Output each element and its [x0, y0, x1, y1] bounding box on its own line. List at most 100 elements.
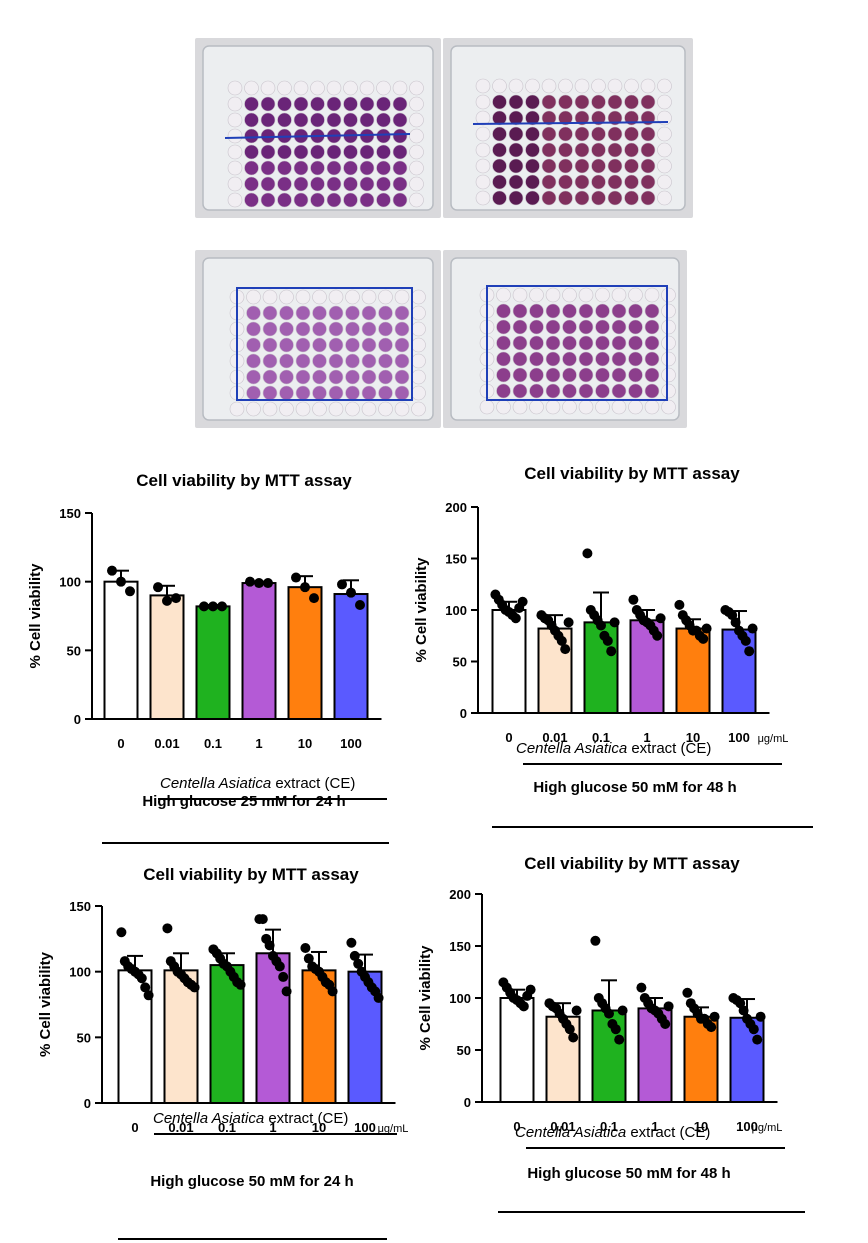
- data-point: [744, 646, 755, 657]
- condition-label: High glucose 50 mM for 48 h: [533, 779, 736, 796]
- data-point: [602, 635, 613, 646]
- unit-label: μg/mL: [378, 1123, 409, 1135]
- data-point: [556, 635, 567, 646]
- data-point: [300, 943, 311, 954]
- data-point: [116, 927, 127, 938]
- x-tick-label: 100: [728, 730, 750, 745]
- y-tick-label: 100: [69, 965, 91, 980]
- data-point: [698, 633, 709, 644]
- data-point: [245, 576, 255, 587]
- marker-box: [486, 285, 668, 401]
- data-point: [660, 1019, 671, 1029]
- chart-25mm-24h: Cell viability by MTT assay % Cell viabil…: [0, 460, 434, 844]
- chart-50mm-24h: Cell viability by MTT assay % Cell viabil…: [0, 855, 434, 1240]
- marker-line: [472, 121, 669, 125]
- data-point: [263, 578, 273, 589]
- marker-line: [224, 133, 411, 139]
- x-tick-label: 0.01: [542, 730, 567, 745]
- data-point: [264, 940, 275, 951]
- data-point: [153, 582, 163, 593]
- condition-label: High glucose 50 mM for 48 h: [527, 1165, 730, 1182]
- y-axis-label: % Cell viability: [37, 951, 54, 1057]
- data-point: [571, 1005, 582, 1016]
- extract-label: Centella Asiatica extract (CE): [160, 775, 355, 792]
- extract-label: Centella Asiatica extract (CE): [515, 1124, 710, 1141]
- chart-title: Cell viability by MTT assay: [136, 471, 352, 490]
- data-point: [518, 1001, 529, 1012]
- data-point: [217, 601, 227, 612]
- y-tick-label: 50: [67, 643, 81, 658]
- bar-0.1: [195, 605, 231, 721]
- x-tick-label: 1: [643, 730, 650, 745]
- y-tick-label: 200: [449, 887, 471, 902]
- unit-label: μg/mL: [752, 1122, 783, 1134]
- data-point: [617, 1005, 628, 1016]
- data-point: [373, 992, 384, 1003]
- data-point: [281, 986, 292, 997]
- x-tick-label: 0.01: [154, 736, 179, 751]
- data-point: [560, 644, 571, 655]
- x-tick-label: 0.01: [168, 1120, 193, 1135]
- data-point: [346, 937, 357, 948]
- unit-label: μg/mL: [758, 733, 789, 745]
- marker-box: [236, 287, 413, 401]
- condition-label: High glucose 50 mM for 24 h: [150, 1173, 353, 1190]
- bar-1: [241, 582, 277, 721]
- data-point: [755, 1011, 766, 1022]
- extract-label: Centella Asiatica extract (CE): [516, 740, 711, 757]
- y-tick-label: 50: [453, 655, 467, 670]
- x-tick-label: 0.1: [600, 1119, 618, 1134]
- x-tick-label: 100: [354, 1120, 376, 1135]
- data-point: [701, 623, 712, 634]
- data-point: [171, 593, 181, 604]
- y-tick-label: 100: [445, 603, 467, 618]
- y-tick-label: 150: [59, 506, 81, 521]
- data-point: [327, 986, 338, 997]
- bar-10: [675, 627, 711, 714]
- data-point: [604, 1008, 614, 1019]
- bar-100: [347, 970, 383, 1104]
- y-tick-label: 150: [449, 939, 471, 954]
- data-point: [628, 594, 639, 605]
- data-point: [349, 950, 360, 961]
- data-point: [235, 979, 246, 990]
- x-tick-label: 1: [269, 1120, 276, 1135]
- data-point: [606, 646, 617, 657]
- x-tick-label: 100: [340, 736, 362, 751]
- data-point: [303, 953, 314, 964]
- data-point: [309, 593, 319, 604]
- chart-title: Cell viability by MTT assay: [524, 464, 740, 483]
- bar-10: [301, 969, 337, 1104]
- chart-50mm-48h-bottom: Cell viability by MTT assay % Cell viabil…: [417, 848, 868, 1228]
- data-point: [140, 982, 151, 993]
- plate-photo-bottom-right: [443, 250, 687, 428]
- x-tick-label: 1: [651, 1119, 658, 1134]
- data-point: [208, 601, 218, 612]
- data-point: [162, 595, 172, 606]
- bar-100: [729, 1016, 765, 1103]
- data-point: [189, 982, 200, 993]
- y-tick-label: 0: [464, 1095, 471, 1110]
- data-point: [116, 576, 126, 587]
- data-point: [254, 578, 264, 589]
- data-point: [291, 572, 301, 583]
- x-tick-label: 0.1: [204, 736, 222, 751]
- x-tick-label: 0: [117, 736, 124, 751]
- y-tick-label: 0: [74, 712, 81, 727]
- x-tick-label: 100: [736, 1119, 758, 1134]
- x-tick-label: 0.01: [550, 1119, 575, 1134]
- plate-body: [202, 45, 434, 211]
- x-tick-label: 0: [513, 1119, 520, 1134]
- data-point: [636, 982, 647, 993]
- data-point: [278, 971, 289, 982]
- data-point: [582, 548, 593, 559]
- data-point: [510, 613, 521, 624]
- plate-photo-top-right: [443, 38, 693, 218]
- data-point: [517, 596, 528, 607]
- data-point: [346, 587, 356, 598]
- extract-label: Centella Asiatica extract (CE): [153, 1110, 348, 1127]
- data-point: [730, 617, 741, 628]
- data-point: [740, 635, 751, 646]
- x-tick-label: 0: [505, 730, 512, 745]
- data-point: [568, 1032, 579, 1043]
